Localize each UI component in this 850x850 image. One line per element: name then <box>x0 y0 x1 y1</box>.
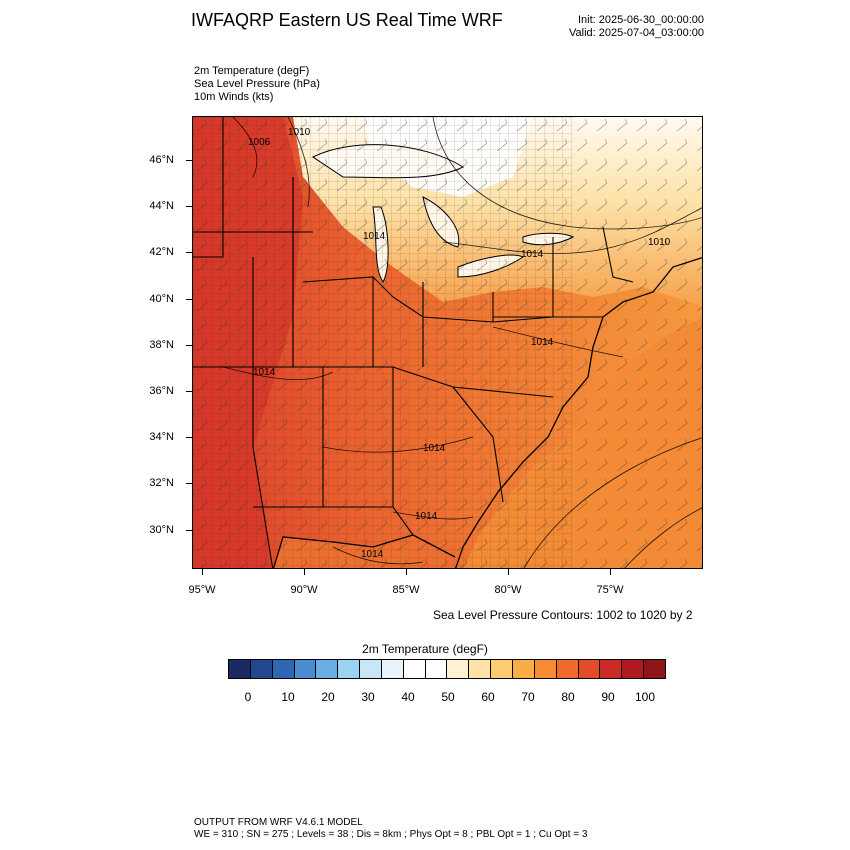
model-footer: OUTPUT FROM WRF V4.6.1 MODEL WE = 310 ; … <box>194 817 587 841</box>
wind-barbs <box>193 117 702 568</box>
colorbar-label: 20 <box>321 690 335 704</box>
state-borders <box>193 117 634 568</box>
colorbar-bin <box>622 660 645 678</box>
lat-label: 36°N <box>149 385 174 397</box>
valid-time: Valid: 2025-07-04_03:00:00 <box>569 27 704 39</box>
lat-label: 46°N <box>149 154 174 166</box>
east-coastline <box>455 256 702 568</box>
colorbar-bin <box>600 660 623 678</box>
contour-note: Sea Level Pressure Contours: 1002 to 102… <box>433 608 693 622</box>
pressure-label: 1014 <box>253 367 276 378</box>
colorbar-bin <box>512 660 535 678</box>
colorbar-bin <box>578 660 601 678</box>
colorbar-bin <box>360 660 382 678</box>
colorbar-bin <box>294 660 317 678</box>
lat-label: 44°N <box>149 200 174 212</box>
lon-tick <box>304 569 305 575</box>
lat-tick <box>186 345 192 346</box>
lat-tick <box>186 206 192 207</box>
lat-label: 40°N <box>149 293 174 305</box>
lon-label: 80°W <box>494 584 522 596</box>
colorbar-label: 10 <box>281 690 295 704</box>
pressure-label: 1014 <box>521 249 544 260</box>
main-title: IWFAQRP Eastern US Real Time WRF <box>191 10 503 30</box>
colorbar-label: 100 <box>634 690 656 704</box>
footer-model-line: OUTPUT FROM WRF V4.6.1 MODEL <box>194 817 363 828</box>
colorbar-bin <box>447 660 470 678</box>
colorbar-bin <box>272 660 295 678</box>
field-pressure: Sea Level Pressure (hPa) <box>194 78 320 90</box>
init-time: Init: 2025-06-30_00:00:00 <box>578 14 704 26</box>
pressure-contours <box>222 117 702 568</box>
colorbar-label: 60 <box>481 690 495 704</box>
lon-tick <box>202 569 203 575</box>
lat-tick <box>186 530 192 531</box>
lat-tick <box>186 160 192 161</box>
lat-label: 30°N <box>149 524 174 536</box>
colorbar-label: 70 <box>521 690 535 704</box>
lat-tick <box>186 252 192 253</box>
colorbar-bin <box>491 660 513 678</box>
colorbar-bin <box>556 660 579 678</box>
colorbar <box>228 659 666 679</box>
gulf-coastline <box>272 534 456 568</box>
lon-tick <box>508 569 509 575</box>
lat-tick <box>186 299 192 300</box>
colorbar-bin <box>316 660 339 678</box>
footer-config-line: WE = 310 ; SN = 275 ; Levels = 38 ; Dis … <box>194 829 588 840</box>
colorbar-bin <box>250 660 273 678</box>
colorbar-label: 80 <box>561 690 575 704</box>
init-valid-times: Init: 2025-06-30_00:00:00 Valid: 2025-07… <box>569 14 704 40</box>
colorbar-bin <box>403 660 426 678</box>
lon-label: 75°W <box>596 584 624 596</box>
colorbar-bin <box>469 660 492 678</box>
colorbar-title: 2m Temperature (degF) <box>362 642 488 656</box>
colorbar-label: 30 <box>361 690 375 704</box>
pressure-label: 1014 <box>423 443 446 454</box>
lat-tick <box>186 483 192 484</box>
pressure-label: 1014 <box>361 549 384 560</box>
temperature-map: 1006 1010 1014 1014 1010 1014 1014 1014 … <box>193 117 702 568</box>
field-temperature: 2m Temperature (degF) <box>194 65 310 77</box>
lon-label: 85°W <box>392 584 420 596</box>
colorbar-label: 90 <box>601 690 615 704</box>
field-list: 2m Temperature (degF) Sea Level Pressure… <box>194 65 320 104</box>
colorbar-bin <box>644 660 665 678</box>
pressure-label: 1014 <box>415 511 438 522</box>
map-panel: 1006 1010 1014 1014 1010 1014 1014 1014 … <box>192 116 703 569</box>
field-winds: 10m Winds (kts) <box>194 91 274 103</box>
lon-label: 90°W <box>290 584 318 596</box>
lat-tick <box>186 437 192 438</box>
pressure-label: 1014 <box>531 337 554 348</box>
lat-label: 32°N <box>149 477 174 489</box>
lon-tick <box>406 569 407 575</box>
lon-tick <box>610 569 611 575</box>
colorbar-bin <box>338 660 361 678</box>
lon-label: 95°W <box>188 584 216 596</box>
colorbar-bin <box>229 660 251 678</box>
pressure-label: 1010 <box>288 127 311 138</box>
lat-label: 38°N <box>149 339 174 351</box>
pressure-label: 1006 <box>248 137 271 148</box>
colorbar-bin <box>425 660 448 678</box>
lat-label: 42°N <box>149 246 174 258</box>
lat-tick <box>186 391 192 392</box>
colorbar-bin <box>534 660 557 678</box>
lat-label: 34°N <box>149 431 174 443</box>
pressure-label: 1010 <box>648 237 671 248</box>
colorbar-bin <box>381 660 404 678</box>
colorbar-label: 50 <box>441 690 455 704</box>
colorbar-label: 40 <box>401 690 415 704</box>
colorbar-label: 0 <box>244 690 252 704</box>
pressure-label: 1014 <box>363 231 386 242</box>
